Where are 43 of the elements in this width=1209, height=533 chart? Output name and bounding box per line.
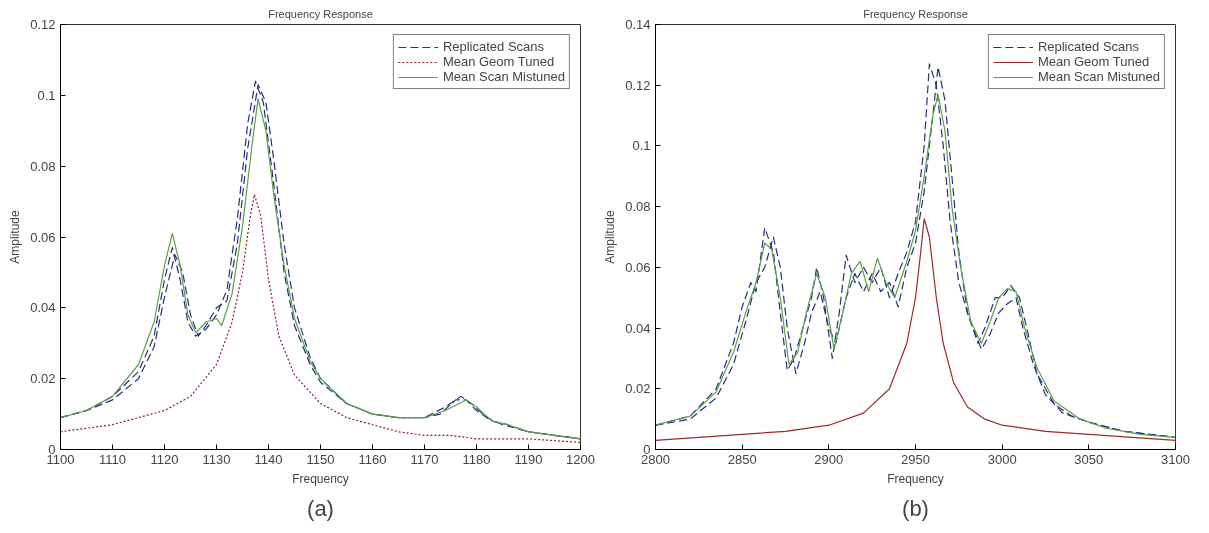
x-tick-label: 1120: [150, 451, 179, 467]
x-tick-label: 1160: [358, 451, 387, 467]
legend-label: Mean Scan Mistuned: [1037, 69, 1160, 84]
y-tick-label: 0.1: [37, 87, 56, 103]
x-tick-label: 2900: [814, 451, 844, 467]
x-tick-label: 1150: [306, 451, 335, 467]
legend-label: Replicated Scans: [442, 39, 545, 54]
y-axis-title: Amplitude: [8, 209, 23, 264]
y-tick-label: 0.14: [625, 17, 651, 32]
legend-label: Mean Geom Tuned: [442, 54, 555, 69]
x-tick-label: 3000: [987, 451, 1017, 467]
legend-label: Mean Geom Tuned: [1037, 54, 1150, 69]
x-axis-title: Frequency: [292, 471, 349, 486]
x-tick-label: 1190: [514, 451, 543, 467]
y-tick-label: 0.08: [30, 158, 56, 174]
y-tick-label: 0.02: [625, 381, 651, 397]
y-tick-label: 0.04: [30, 300, 56, 316]
x-tick-label: 1110: [99, 451, 126, 467]
y-tick-label: 0.02: [30, 371, 56, 387]
x-tick-label: 1170: [410, 451, 439, 467]
text: (b): [902, 495, 929, 521]
legend-label: Replicated Scans: [1037, 39, 1140, 54]
x-tick-label: 2850: [727, 451, 757, 467]
x-tick-label: 1140: [254, 451, 283, 467]
x-tick-label: 3100: [1161, 451, 1190, 467]
y-tick-label: 0.1: [632, 138, 651, 154]
y-tick-label: 0.06: [625, 259, 651, 275]
legend-label: Mean Scan Mistuned: [442, 69, 565, 84]
y-tick-label: 0.12: [30, 17, 56, 32]
chart-title: Frequency Response: [863, 7, 968, 20]
text: (a): [307, 495, 334, 521]
y-tick-label: 0.04: [625, 320, 651, 336]
x-tick-label: 1180: [462, 451, 491, 467]
y-axis-title: Amplitude: [603, 209, 618, 264]
x-tick-label: 2950: [901, 451, 930, 467]
chart-title: Frequency Response: [268, 7, 373, 20]
x-tick-label: 1200: [566, 451, 595, 467]
y-tick-label: 0.12: [625, 77, 651, 93]
x-tick-label: 3050: [1074, 451, 1104, 467]
y-tick-label: 0.08: [625, 199, 651, 215]
x-tick-label: 1130: [202, 451, 231, 467]
x-axis-title: Frequency: [887, 471, 944, 486]
y-tick-label: 0.06: [30, 229, 56, 245]
